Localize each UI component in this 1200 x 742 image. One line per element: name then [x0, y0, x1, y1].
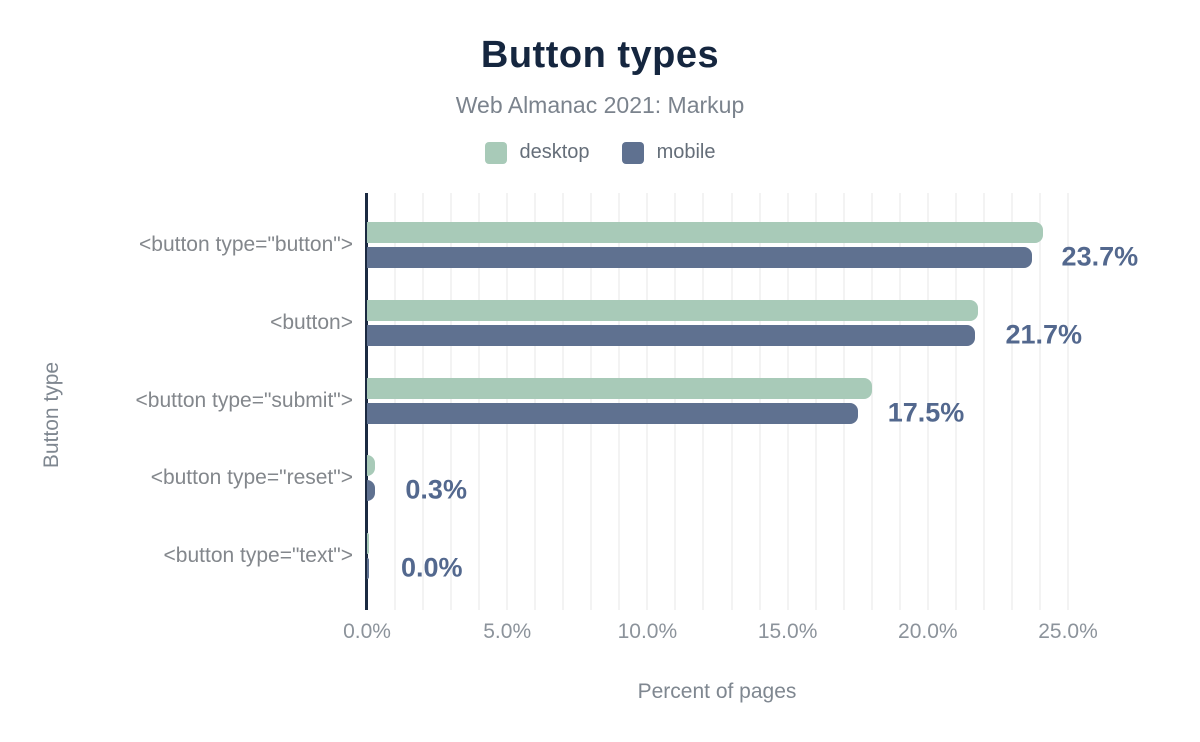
gridline [1038, 193, 1041, 610]
gridline [506, 193, 509, 610]
legend-label: mobile [656, 141, 716, 163]
desktop-bar[interactable] [367, 222, 1043, 243]
gridline [562, 193, 565, 610]
gridline [478, 193, 481, 610]
category-label: <button type="button"> [139, 233, 353, 256]
bar-group: <button> 21.7% [270, 299, 1082, 349]
bar-rows: <button type="button"> 23.7% <button> 21.7%… [136, 193, 1138, 610]
category-label: <button type="text"> [163, 544, 353, 567]
gridline [926, 193, 929, 610]
gridline [590, 193, 593, 610]
gridline [730, 193, 733, 610]
mobile-bar[interactable] [367, 480, 376, 502]
value-label: 17.5% [887, 397, 965, 427]
legend-item-mobile[interactable]: mobile [621, 141, 716, 164]
x-tick-label: 5.0% [483, 620, 532, 643]
value-label: 23.7% [1061, 241, 1139, 272]
desktop-bar[interactable] [367, 455, 376, 477]
gridline [534, 193, 537, 610]
bar-group: <button type="button"> 23.7% [139, 222, 1138, 272]
value-label: 21.7% [1005, 319, 1083, 350]
x-tick-label: 25.0% [1038, 620, 1098, 643]
x-axis-title: Percent of pages [637, 680, 797, 703]
gridline [394, 193, 397, 610]
bar-group: <button type="submit"> 17.5% [136, 377, 1068, 427]
gridline [618, 193, 621, 610]
y-axis-title: Button type [40, 361, 63, 469]
x-tick-label: 10.0% [617, 620, 678, 643]
y-axis-line [365, 193, 368, 610]
mobile-bar[interactable] [367, 558, 369, 579]
gridline [870, 193, 873, 610]
gridline [1010, 193, 1013, 610]
gridline [646, 193, 649, 610]
category-label: <button type="submit"> [135, 388, 353, 412]
legend: desktop mobile [0, 141, 1200, 164]
category-label: <button type="reset"> [150, 466, 353, 490]
gridline [954, 193, 957, 610]
gridline [982, 193, 985, 610]
desktop-swatch-icon [484, 141, 507, 164]
plot-area: <button type="button"> 23.7% <button> 21.7%… [136, 193, 1138, 703]
page-title: Button types [480, 34, 720, 76]
value-label: 0.0% [401, 552, 463, 583]
value-label: 0.3% [405, 474, 467, 505]
x-tick-label: 15.0% [757, 620, 818, 643]
chart-subtitle: Web Almanac 2021: Markup [455, 92, 745, 118]
mobile-swatch-icon [621, 141, 644, 164]
gridline [702, 193, 705, 610]
x-tick-label: 20.0% [898, 620, 958, 643]
legend-item-desktop[interactable]: desktop [484, 141, 590, 164]
gridline [422, 193, 425, 610]
gridline [814, 193, 817, 610]
gridline [674, 193, 677, 610]
gridline [898, 193, 901, 610]
legend-label: desktop [519, 141, 590, 163]
gridline [786, 193, 789, 610]
bar-group: <button type="text"> 0.0% [164, 533, 1068, 583]
gridline [1067, 193, 1069, 610]
desktop-bar[interactable] [367, 377, 872, 399]
gridline [450, 193, 453, 610]
desktop-bar[interactable] [367, 299, 979, 321]
gridline [758, 193, 761, 610]
mobile-bar[interactable] [367, 324, 976, 346]
gridline [842, 193, 845, 610]
mobile-bar[interactable] [367, 402, 858, 424]
category-label: <button> [270, 310, 353, 334]
x-tick-label: 0.0% [343, 620, 391, 643]
desktop-bar[interactable] [367, 533, 369, 554]
bar-group: <button type="reset"> 0.3% [151, 455, 1068, 505]
mobile-bar[interactable] [367, 247, 1032, 268]
